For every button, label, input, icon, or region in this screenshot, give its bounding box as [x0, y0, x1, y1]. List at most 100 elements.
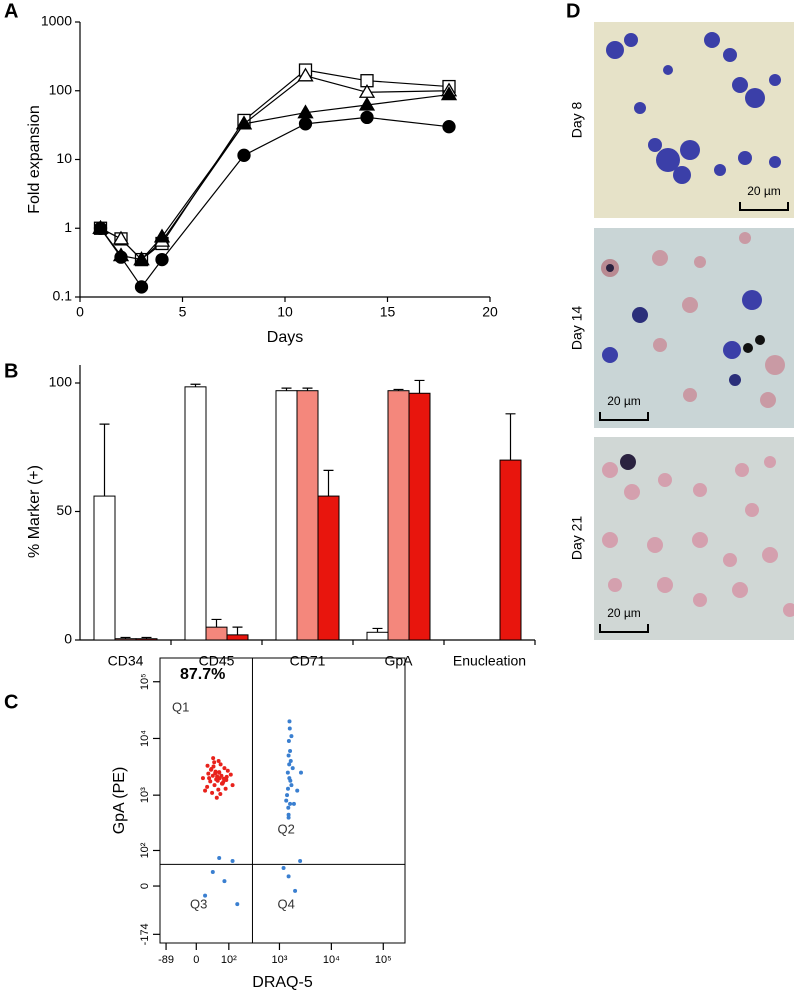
point: [284, 798, 289, 803]
x-tick-label: -89: [158, 954, 174, 966]
bar: [366, 631, 389, 641]
point: [288, 801, 293, 806]
error-bar: [99, 423, 110, 497]
y-tick-label: 1000: [41, 13, 72, 29]
point: [221, 776, 226, 781]
point: [286, 874, 291, 879]
error-bar: [190, 383, 201, 387]
image-label: Day 21: [569, 516, 585, 561]
marker: [360, 110, 374, 125]
point: [205, 763, 210, 768]
x-tick-label: GpA: [384, 653, 413, 669]
quadrant-label: Q4: [277, 896, 294, 911]
point: [214, 777, 219, 782]
error-bar: [120, 636, 131, 639]
point: [217, 770, 222, 775]
x-tick-label: 0: [76, 304, 84, 320]
point: [298, 770, 303, 775]
point: [218, 762, 223, 767]
point: [285, 793, 290, 798]
point: [291, 801, 296, 806]
point: [289, 734, 294, 739]
bar: [205, 626, 228, 641]
point: [286, 805, 291, 810]
point: [281, 865, 286, 870]
point: [235, 902, 240, 907]
point: [222, 766, 227, 771]
marker: [297, 67, 314, 82]
x-axis-label: Days: [267, 329, 303, 346]
point: [286, 815, 291, 820]
error-bar: [211, 618, 222, 628]
bar: [499, 459, 522, 641]
point: [298, 859, 303, 864]
point: [206, 771, 211, 776]
marker: [153, 228, 171, 243]
bar: [93, 495, 116, 641]
y-axis-label: Fold expansion: [26, 105, 43, 214]
x-tick-label: CD45: [199, 653, 235, 669]
cells: [601, 232, 785, 408]
marker: [93, 221, 108, 235]
x-tick-label: CD34: [108, 653, 144, 669]
marker: [440, 86, 458, 101]
point: [215, 774, 220, 779]
point: [209, 766, 214, 771]
x-tick-label: 15: [380, 304, 396, 320]
x-tick-label: 10⁵: [375, 954, 392, 966]
cells: [602, 454, 794, 617]
point: [288, 778, 293, 783]
y-axis-label: % Marker (+): [26, 465, 43, 558]
point: [288, 749, 293, 754]
x-tick-label: 10²: [221, 954, 237, 966]
marker: [358, 96, 376, 111]
marker: [235, 115, 253, 130]
panel-letter: D: [566, 0, 580, 22]
bar: [296, 390, 319, 641]
point: [210, 870, 215, 875]
point: [230, 783, 235, 788]
point: [218, 791, 223, 796]
scale-bar-label: 20 µm: [747, 184, 781, 198]
x-tick-label: 10⁴: [323, 954, 340, 966]
point: [287, 762, 292, 767]
point: [220, 781, 225, 786]
point: [207, 776, 212, 781]
point: [285, 770, 290, 775]
error-bar: [302, 387, 313, 391]
image-background: [594, 22, 794, 218]
point: [210, 773, 215, 778]
y-tick-label: 0: [64, 631, 72, 647]
point: [285, 786, 290, 791]
y-tick-label: 10²: [139, 842, 151, 858]
quadrant-label: Q2: [277, 821, 294, 836]
point: [210, 790, 215, 795]
panel-letter: C: [4, 691, 18, 713]
y-tick-label: 0.1: [53, 288, 73, 304]
bar: [387, 390, 410, 641]
point: [287, 726, 292, 731]
scale-bars: [599, 202, 789, 633]
x-tick-label: 5: [179, 304, 187, 320]
x-tick-label: 10³: [272, 954, 288, 966]
series-line: [100, 75, 450, 261]
point: [212, 783, 217, 788]
point: [222, 879, 227, 884]
point: [293, 888, 298, 893]
y-axis-label: GpA (PE): [111, 767, 128, 835]
y-tick-label: 50: [56, 502, 72, 518]
error-bar: [372, 627, 383, 633]
quadrant-label: Q3: [190, 896, 207, 911]
annotation: 87.7%: [180, 666, 225, 683]
x-tick-label: CD71: [290, 653, 326, 669]
point: [208, 779, 213, 784]
quadrant-label: Q1: [172, 699, 189, 714]
x-tick-label: 10: [277, 304, 293, 320]
error-bar: [505, 413, 516, 461]
point: [288, 759, 293, 764]
marker: [133, 251, 150, 266]
scale-bar-label: 20 µm: [607, 606, 641, 620]
error-bar: [281, 387, 292, 391]
x-tick-label: 20: [482, 304, 498, 320]
